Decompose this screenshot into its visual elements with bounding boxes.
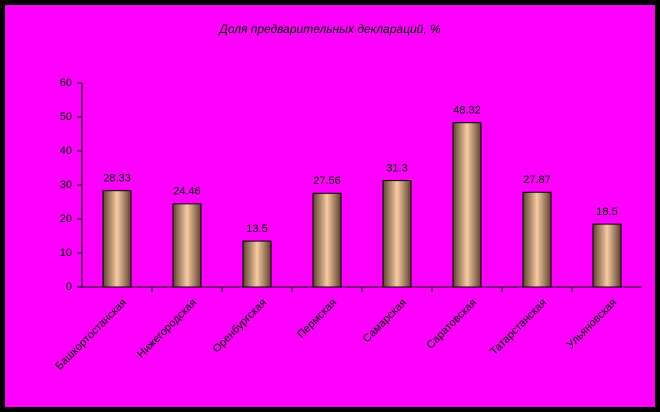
y-tick-label: 40 [60,145,72,157]
value-label: 24.46 [173,186,201,198]
bar [592,223,622,288]
value-label: 27.87 [523,174,551,186]
y-tick-label: 50 [60,111,72,123]
value-label: 13.5 [246,223,267,235]
value-label: 48.32 [453,105,481,117]
bar [172,203,202,288]
bar [452,122,482,288]
value-label: 27.56 [313,175,341,187]
chart-title: Доля предварительных деклараций, % [217,22,441,36]
value-label: 31.3 [386,162,407,174]
bar [522,191,552,288]
bar [242,240,272,288]
value-label: 18.5 [596,206,617,218]
value-label: 28.33 [103,173,131,185]
y-tick-label: 0 [66,281,72,293]
bar [102,190,132,288]
bar [382,180,412,288]
y-tick-label: 20 [60,213,72,225]
bar [312,192,342,288]
y-tick-label: 10 [60,247,72,259]
y-tick-label: 30 [60,179,72,191]
y-tick-label: 60 [60,77,72,89]
